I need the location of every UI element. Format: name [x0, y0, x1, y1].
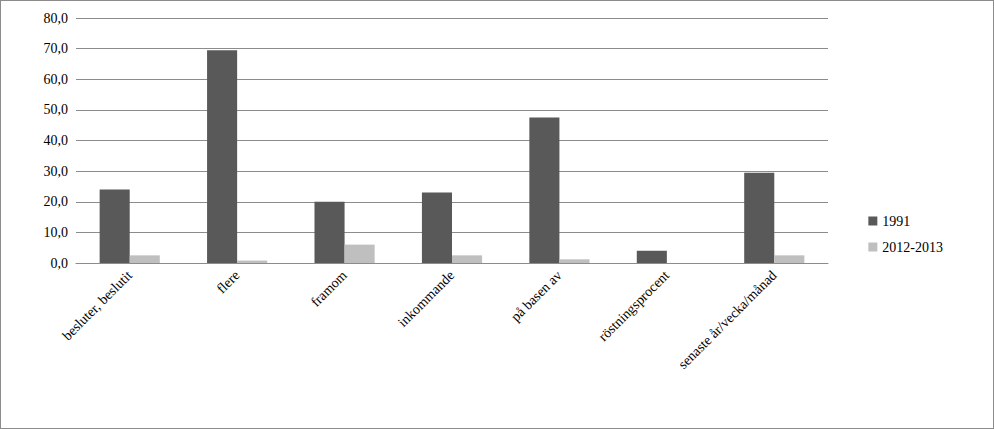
svg-text:70,0: 70,0: [44, 41, 69, 56]
svg-text:10,0: 10,0: [44, 225, 69, 240]
svg-text:50,0: 50,0: [44, 102, 69, 117]
svg-text:2012-2013: 2012-2013: [882, 240, 943, 255]
svg-text:60,0: 60,0: [44, 72, 69, 87]
svg-text:på basen av: på basen av: [508, 268, 565, 325]
svg-text:30,0: 30,0: [44, 164, 69, 179]
svg-text:framom: framom: [308, 268, 350, 310]
svg-text:0,0: 0,0: [51, 256, 69, 271]
svg-text:20,0: 20,0: [44, 194, 69, 209]
svg-text:besluter, beslutit: besluter, beslutit: [59, 268, 135, 344]
svg-text:inkommande: inkommande: [395, 268, 457, 330]
svg-text:80,0: 80,0: [44, 11, 69, 26]
svg-text:40,0: 40,0: [44, 133, 69, 148]
svg-text:senaste år/vecka/månad: senaste år/vecka/månad: [675, 268, 779, 372]
svg-text:flere: flere: [214, 268, 243, 297]
svg-text:1991: 1991: [882, 214, 910, 229]
svg-text:röstningsprocent: röstningsprocent: [596, 268, 673, 345]
